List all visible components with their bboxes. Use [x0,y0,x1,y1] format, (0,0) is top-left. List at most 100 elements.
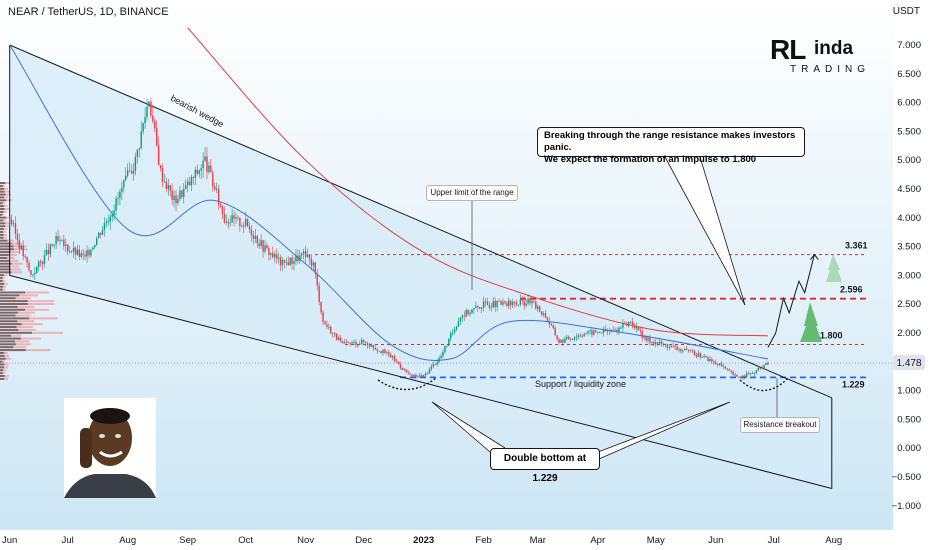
brand-logo: RL inda TRADING [770,34,866,78]
candle-body [254,236,257,239]
time-tick: Aug [825,535,842,546]
candle-body [508,300,510,307]
support-label: Support / liquidity zone [535,379,626,389]
candle-body [293,261,295,264]
candle-body [264,245,266,252]
candle-body [380,351,382,354]
volume-bar-buy [0,369,4,372]
candle-body [125,175,127,180]
candle-body [521,299,523,301]
candle-body [256,236,258,244]
price-axis[interactable]: 7.000 6.500 6.000 5.500 5.000 4.500 4.000 3.500… [892,0,932,550]
volume-bar-buy [0,326,17,329]
time-tick: Jul [62,535,74,546]
candle-body [217,188,220,205]
candle-body [301,253,303,256]
candle-body [465,310,467,317]
candle-body [163,181,166,183]
candle-body [215,188,218,190]
current-price-tag: 1.478 [893,355,925,370]
candle-body [287,262,289,265]
time-axis[interactable]: Jun Jul Aug Sep Oct Nov Dec 2023 Feb Mar Apr May Jun… [0,530,932,550]
volume-bar-buy [0,303,28,305]
candle-body [382,349,384,354]
candle-body [82,253,84,255]
candle-body [157,145,160,166]
candle-body [359,343,361,345]
range-note: Upper limit of the range [426,185,518,201]
candle-body [556,335,558,340]
candle-body [707,356,709,362]
candle-body [285,262,287,264]
candle-body [666,344,669,348]
candle-body [210,165,212,173]
candle-body [32,274,34,276]
volume-bar-buy [0,323,22,326]
impulse-arrows [800,254,842,342]
callout-line-1: Breaking through the range resistance ma… [544,130,796,153]
candle-body [647,337,649,341]
candle-body [641,331,643,338]
time-tick: Sep [179,535,196,546]
volume-bar-buy [0,219,4,222]
candle-body [47,249,50,255]
candle-body [16,233,19,241]
candle-body [734,374,736,376]
candle-body [208,165,210,173]
candle-body [604,329,607,332]
price-tick: 6.500 [897,69,921,80]
volume-bar-buy [0,308,25,311]
logo-subtitle: TRADING [790,64,870,75]
meme-shirt [64,474,156,498]
volume-bar-buy [0,314,16,317]
volume-bar-buy [0,277,3,280]
candle-body [136,149,139,157]
candle-body [80,253,82,257]
candle-body [591,330,593,335]
candle-body [192,176,195,178]
candle-body [258,243,260,247]
candle-body [235,217,237,219]
candle-body [639,330,641,332]
candle-body [165,181,168,189]
candle-body [53,244,55,246]
candle-body [246,219,249,227]
candle-body [428,369,431,374]
candle-body [94,245,96,248]
candle-body [620,327,622,329]
candle-body [28,262,30,271]
candle-body [177,198,179,204]
candle-body [337,337,340,340]
volume-bar-buy [0,242,12,245]
candle-body [37,261,40,267]
candle-body [482,301,485,308]
candle-body [10,219,13,225]
candle-body [299,255,301,261]
volume-bar-buy [0,282,5,285]
candle-body [656,342,659,344]
candle-body [450,333,452,339]
candle-body [745,373,748,378]
candle-body [722,366,725,367]
candle-body [297,255,299,261]
candle-body [202,160,204,169]
volume-bar-buy [0,205,4,208]
candle-body [655,342,657,345]
candle-body [519,299,522,305]
level-label: 1.229 [842,379,865,389]
volume-bar-buy [0,363,5,366]
volume-bar-buy [0,360,3,363]
candle-body [362,339,365,342]
candle-body [486,301,489,305]
candle-body [442,352,444,357]
candle-body [475,305,477,308]
candle-body [273,254,276,258]
candle-body [753,372,756,374]
volume-bar-buy [0,349,26,352]
logo-word: inda [814,38,854,59]
candle-body [457,321,460,327]
candle-body [635,326,638,329]
candle-body [716,364,719,366]
volume-bar-buy [0,196,5,199]
candle-body [552,325,554,329]
